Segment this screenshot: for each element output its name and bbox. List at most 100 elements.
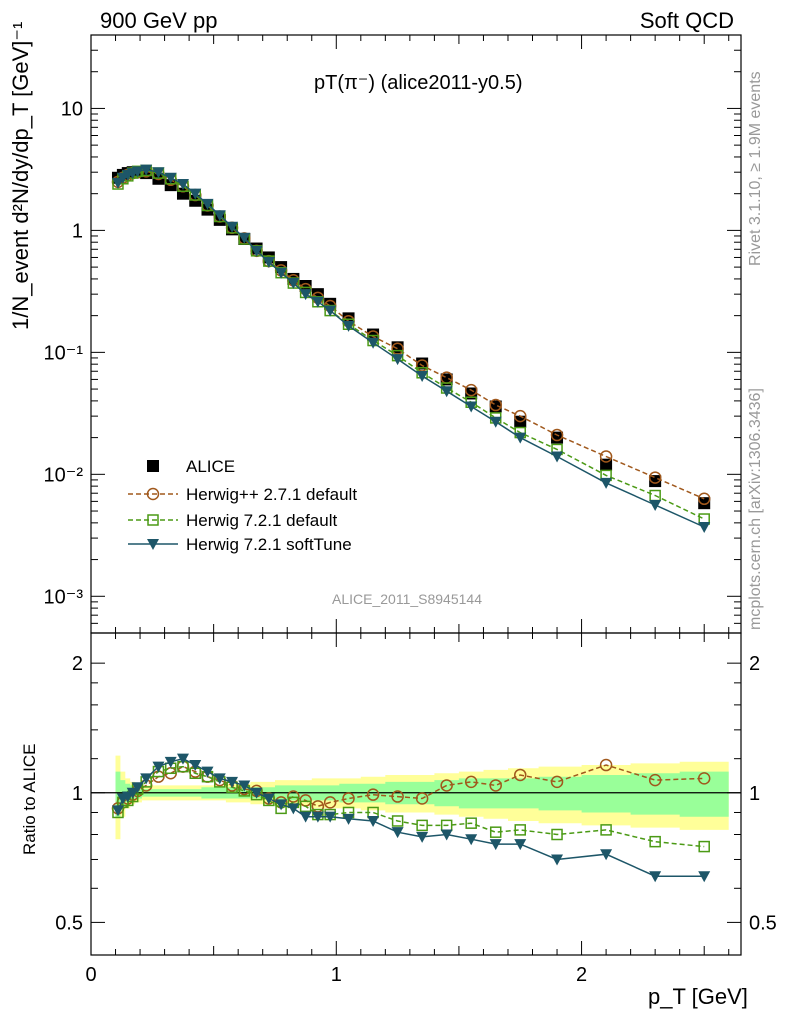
ratio-point-softtune	[140, 773, 153, 785]
ratio-y-tick-label-right: 0.5	[749, 912, 777, 934]
ratio-point-herwigpp	[489, 779, 502, 792]
main-point-softtune	[250, 245, 263, 257]
main-point-softtune	[324, 305, 337, 317]
x-axis-label: p_T [GeV]	[648, 984, 748, 1009]
ratio-point-softtune	[275, 799, 288, 811]
ratio-point-herwigpp	[342, 792, 355, 805]
ratio-point-softtune	[111, 805, 124, 817]
ratio-point-herwigpp	[323, 796, 337, 809]
ratio-y-tick-label: 0.5	[55, 912, 83, 934]
ratio-point-softtune	[342, 813, 355, 825]
ratio-point-herwig721	[391, 815, 404, 827]
main-point-softtune	[465, 401, 478, 413]
ratio-point-herwigpp	[599, 758, 613, 772]
main-point-softtune	[514, 432, 527, 444]
main-y-tick-label: 10⁻¹	[44, 342, 84, 364]
plot-title: pT(π⁻) (alice2011-y0.5)	[314, 72, 523, 94]
main-point-softtune	[131, 166, 144, 178]
ratio-point-softtune	[391, 827, 404, 839]
main-point-softtune	[226, 221, 239, 233]
ratio-point-softtune	[465, 834, 478, 846]
main-point-softtune	[342, 320, 355, 332]
main-y-tick-label: 10⁻²	[44, 464, 84, 486]
main-point-herwigpp	[464, 383, 478, 397]
ratio-point-herwig721	[514, 824, 526, 836]
ratio-y-tick-label-right: 1	[749, 783, 760, 805]
main-point-softtune	[440, 386, 453, 398]
ratio-point-softtune	[176, 753, 189, 765]
main-point-softtune	[391, 354, 404, 366]
ratio-point-herwigpp	[415, 792, 429, 805]
ratio-point-herwigpp	[440, 779, 453, 792]
legend-marker-herwig721	[147, 514, 159, 526]
ratio-point-softtune	[600, 849, 613, 861]
ratio-point-softtune	[126, 787, 139, 799]
ratio-point-softtune	[649, 871, 662, 883]
main-point-softtune	[152, 167, 165, 179]
main-point-alice	[551, 431, 564, 444]
main-point-softtune	[600, 477, 613, 489]
ratio-point-softtune	[152, 761, 165, 773]
main-point-softtune	[287, 278, 300, 290]
ratio-point-herwigpp	[550, 775, 564, 789]
main-line-softtune	[117, 168, 705, 528]
ratio-point-herwigpp	[366, 788, 380, 801]
main-point-herwigpp	[550, 428, 564, 442]
legend-label-alice: ALICE	[186, 457, 236, 476]
ratio-point-herwigpp	[391, 790, 404, 803]
main-point-softtune	[176, 179, 189, 191]
ratio-point-softtune	[262, 793, 275, 805]
ratio-point-herwigpp	[648, 773, 662, 787]
ratio-point-softtune	[367, 815, 380, 827]
legend-marker-herwigpp	[146, 487, 160, 501]
ratio-point-softtune	[287, 803, 300, 815]
x-tick-label: 1	[331, 964, 342, 986]
ratio-y-tick-label: 2	[72, 653, 83, 675]
ratio-point-herwigpp	[464, 775, 478, 789]
main-line-herwig721	[117, 169, 705, 520]
main-line-herwigpp	[117, 170, 705, 500]
main-point-softtune	[416, 370, 429, 382]
main-point-softtune	[649, 500, 662, 512]
legend-label-softtune: Herwig 7.2.1 softTune	[186, 535, 352, 554]
ratio-point-softtune	[324, 811, 337, 823]
ratio-y-tick-label-right: 2	[749, 653, 760, 675]
main-point-softtune	[140, 164, 153, 176]
ratio-point-softtune	[514, 839, 527, 851]
ratio-point-herwig721	[600, 824, 612, 836]
main-point-softtune	[201, 198, 214, 210]
ratio-line-herwig721	[117, 765, 705, 848]
main-panel-frame	[90, 34, 742, 634]
main-point-herwigpp	[648, 471, 662, 484]
analysis-id: ALICE_2011_S8945144	[332, 591, 482, 607]
legend-marker-softtune	[147, 539, 159, 550]
ratio-point-softtune	[311, 811, 324, 823]
main-point-softtune	[238, 232, 251, 244]
ratio-point-herwig721	[649, 835, 661, 848]
ratio-point-herwigpp	[697, 772, 711, 785]
ratio-point-herwig721	[299, 800, 312, 813]
ratio-point-softtune	[440, 829, 453, 841]
main-point-softtune	[262, 257, 275, 269]
ratio-panel-frame	[90, 632, 742, 956]
main-y-tick-label: 10⁻³	[44, 586, 84, 608]
ratio-point-herwig721	[551, 828, 563, 841]
x-tick-label: 0	[85, 964, 96, 986]
ratio-point-softtune	[201, 766, 214, 778]
main-y-tick-label: 10	[61, 98, 83, 120]
legend	[128, 460, 178, 550]
ratio-point-softtune	[131, 782, 144, 794]
axes: 0 1 2 10⁻³ 10⁻² 10⁻¹ 1 10 0.5 0.5 1 1 2 2	[44, 34, 777, 986]
main-y-tick-label: 1	[72, 220, 83, 242]
main-point-softtune	[189, 188, 202, 200]
main-point-softtune	[489, 416, 502, 428]
main-point-softtune	[698, 521, 711, 533]
ratio-point-herwig721	[489, 826, 502, 838]
main-point-softtune	[275, 267, 288, 279]
header-right: Soft QCD	[639, 8, 734, 33]
main-point-softtune	[367, 337, 380, 349]
main-point-softtune	[213, 210, 226, 222]
main-point-alice	[299, 280, 312, 293]
x-tick-label: 2	[576, 964, 587, 986]
